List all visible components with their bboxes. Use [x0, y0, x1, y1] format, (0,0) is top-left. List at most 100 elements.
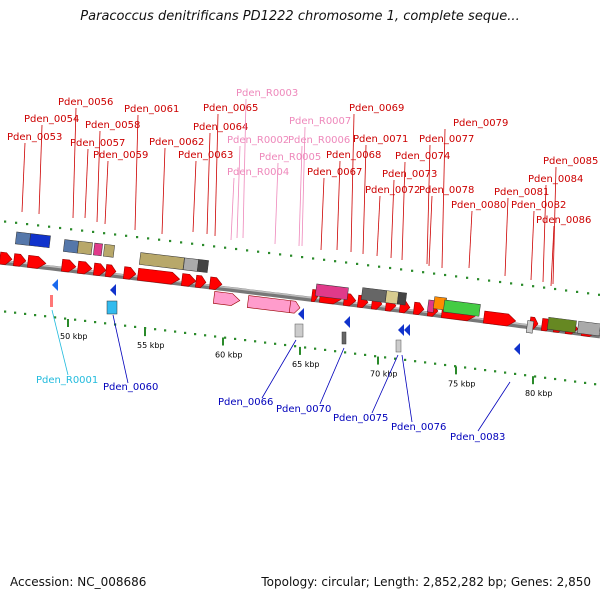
gene-label: Pden_0053	[7, 132, 62, 143]
gene-label: Pden_0059	[93, 150, 148, 161]
track-dot-lower	[554, 377, 557, 381]
label-leader-line	[298, 145, 303, 247]
track-dot-lower	[534, 375, 537, 378]
label-leader-line	[542, 184, 547, 283]
track-dot-upper	[180, 241, 183, 244]
track-dot-lower	[154, 328, 157, 331]
feature-box-shape	[314, 283, 349, 301]
track-dot-lower	[424, 361, 427, 364]
gene-arrow-forward-shape	[76, 260, 93, 275]
gene-arrow-forward	[482, 310, 517, 327]
track-dot-lower	[474, 367, 477, 370]
feature-box	[103, 243, 115, 258]
track-dot-upper	[169, 239, 172, 243]
track-dot-upper	[81, 229, 84, 232]
track-dot-lower	[104, 322, 107, 325]
feature-box	[93, 242, 103, 257]
track-dot-upper	[543, 286, 546, 289]
reverse-box	[395, 339, 402, 353]
gene-label: Pden_0057	[70, 138, 125, 149]
ruler-label: 80 kbp	[525, 389, 553, 398]
gene-arrow-forward-shape	[208, 276, 223, 290]
feature-box-shape	[183, 257, 199, 272]
track-dot-lower	[44, 315, 47, 318]
gene-arrow-forward-shape	[136, 267, 181, 285]
feature-box	[576, 320, 600, 337]
gene-label: Pden_0076	[391, 422, 446, 433]
label-leader-line	[192, 160, 197, 233]
feature-box	[63, 239, 79, 254]
gene-label: Pden_0072	[365, 185, 420, 196]
track-dot-upper	[158, 238, 161, 241]
gene-arrow-forward	[180, 273, 197, 287]
rrna-arrow-shape	[212, 291, 241, 306]
track-dot-lower	[234, 337, 237, 340]
label-leader-line	[441, 128, 446, 269]
track-dot-lower	[284, 343, 287, 347]
track-dot-upper	[411, 269, 414, 272]
feature-box	[546, 316, 577, 334]
track-dot-lower	[274, 342, 277, 345]
accession-text: Accession: NC_008686	[10, 575, 147, 589]
gene-label: Pden_0064	[193, 122, 248, 133]
gene-arrow-forward	[122, 266, 137, 280]
track-dot-lower	[564, 379, 567, 382]
gene-arrow-forward	[104, 264, 117, 278]
label-leader-line	[552, 166, 557, 285]
label-leader-line	[96, 130, 101, 223]
feature-box-shape	[139, 252, 185, 270]
gene-label: Pden_0054	[24, 114, 79, 125]
reverse-marker	[514, 343, 520, 355]
track-dot-lower	[524, 374, 527, 377]
gene-arrow-forward-shape	[180, 273, 197, 287]
ruler-label: 55 kbp	[137, 341, 165, 350]
label-leader-line	[242, 98, 247, 239]
gene-label: Pden_0058	[85, 120, 140, 131]
reverse-marker	[344, 316, 350, 328]
label-leader-line	[350, 113, 355, 253]
reverse-marker	[398, 324, 404, 336]
track-dot-lower	[134, 325, 137, 328]
gene-label: Pden_R0007	[289, 116, 351, 127]
reverse-marker	[110, 284, 116, 296]
feature-box	[15, 231, 31, 246]
gene-label: Pden_0068	[326, 150, 381, 161]
label-leader-line	[236, 145, 241, 239]
track-dot-upper	[565, 289, 568, 292]
gene-arrow-forward	[194, 274, 207, 289]
label-leader-line	[230, 177, 235, 241]
gene-arrow-forward	[136, 267, 181, 285]
reverse-marker	[298, 308, 304, 320]
label-leader-line	[134, 114, 139, 231]
track-dot-upper	[433, 272, 436, 275]
gene-label: Pden_0071	[353, 134, 408, 145]
gene-label: Pden_0080	[451, 200, 506, 211]
feature-box-shape	[15, 231, 31, 246]
reverse-box	[341, 331, 347, 345]
reverse-marker	[404, 324, 410, 336]
feature-box-shape	[546, 316, 577, 334]
track-dot-lower	[464, 366, 467, 369]
feature-box	[183, 257, 199, 272]
track-dot-lower	[584, 381, 587, 384]
track-dot-lower	[194, 333, 197, 336]
track-dot-upper	[103, 232, 106, 235]
feature-box	[384, 290, 399, 305]
track-dot-lower	[254, 340, 257, 343]
track-dot-upper	[477, 278, 480, 281]
track-dot-lower	[414, 360, 417, 363]
track-dot-upper	[235, 247, 238, 251]
label-leader-line	[426, 144, 431, 265]
gene-arrow-forward-shape	[92, 262, 107, 276]
track-dot-lower	[34, 314, 37, 317]
gene-arrow-forward-shape	[0, 251, 13, 265]
gene-arrow-forward-shape	[482, 310, 517, 327]
feature-box-shape	[63, 239, 79, 254]
ruler-label: 70 kbp	[370, 370, 398, 379]
track-dot-upper	[521, 283, 524, 286]
track-dot-upper	[70, 228, 73, 231]
track-dot-lower	[334, 350, 337, 353]
label-leader-line	[320, 177, 325, 251]
